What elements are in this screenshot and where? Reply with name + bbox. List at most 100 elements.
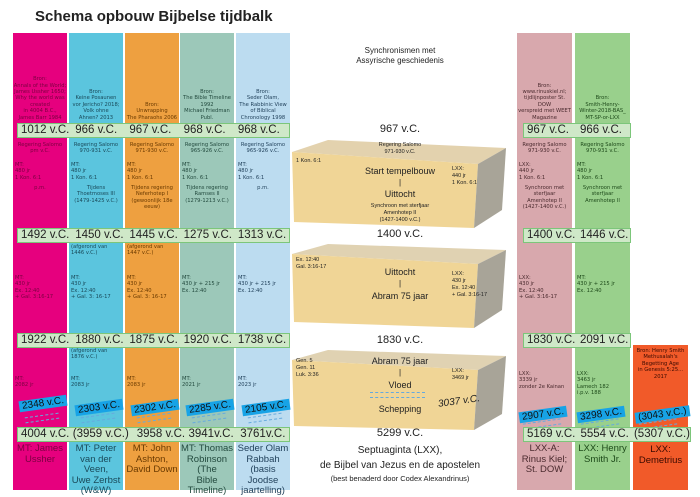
timeline-column: Bron: Seder Olam, The Rabbinic View of B… [236,33,290,496]
center-exodus-2: Uittocht [384,267,416,277]
date-value: 1920 v.C. [183,334,232,346]
caption-line-2: de Bijbel van Jezus en de apostelen [319,460,481,471]
center-start-temple: Start tempelbouw [364,166,436,176]
date-value: 1738 v.C. [237,334,287,346]
date-value: (3959 v.C.) [72,428,129,440]
source-label: LXX-A: Rinus Kiel; St. DOW [521,443,568,475]
period-note: Tijdens Thoetmoses III (1479-1425 v.C.) [74,185,118,204]
mt-years-text: MT: 2083 jr [71,376,90,389]
source-label: MT: Peter van der Veen, Uwe Zerbst (W&W) [71,443,121,496]
date-bar: 1922 v.C. 1880 v.C. 1875 v.C. 1920 v.C. 1738… [17,333,290,348]
stone-block-2 [292,244,506,328]
source-label: LXX: Henry Smith Jr. [578,443,627,465]
timeline-column: Bron: Annals of the World; James Ussher … [13,33,67,490]
source-label: MT: John Ashton, David Down [126,443,178,475]
center-date-1: 967 v.C. [379,123,421,135]
mt-430-text: MT: 430 jr Ex. 12:40 + Gal. 3: 16-17 [71,275,111,301]
mt-480-text: MT: 480 jr 1 Kon. 6:1 [577,162,604,181]
mt-480-text: MT: 480 jr 1 Kon. 6:1 [238,162,265,181]
timeline-column: Bron: The Bible Timeline 1992 Michael Fr… [180,33,234,496]
date-bar: 1400 v.C. 1446 v.C. [523,228,631,243]
period-note: Tijdens regering Neferhotep I (gewoonlij… [131,185,173,211]
center-heading: Synchronismen met Assyrische geschiedeni… [356,46,444,65]
reign-text: Regering Salomo 971-930 v.C. [522,142,567,155]
date-value: 1445 v.C. [129,229,178,241]
source-label: Seder Olam Rabbah (basis Joodse jaartell… [237,443,289,496]
mt-480-text: MT: 480 jr 1 Kon. 6:1 [71,162,98,181]
source-label: LXX: Demetrius [638,444,683,466]
period-note: Tijdens regering Ramses II (1279-1213 v.… [185,185,229,204]
mt-430-text: MT: 430 jr Ex. 12:40 + Gal. 3:16-17 [15,275,54,301]
date-value: 1875 v.C. [129,334,178,346]
center-date-3: 1830 v.C. [376,334,424,346]
center-abram-2: Abram 75 jaar [371,356,429,366]
date-value: 967 v.C. [527,124,569,136]
date-bar: 1012 v.C. 966 v.C. 967 v.C. 968 v.C. 968 v.C… [17,123,290,138]
date-value: 1400 v.C. [527,229,576,241]
date-bar: 1492 v.C. 1450 v.C. 1445 v.C. 1275 v.C. 1313… [17,228,290,243]
sync-note: Synchroon met sterfjaar Amenhotep II [582,185,623,204]
stone-blocks [292,140,506,430]
mt-years-text: MT: 2083 jr [127,376,146,389]
timeline-column: Bron: Unwrapping The Pharaohs 2006 Regeri… [125,33,179,490]
date-value: 1275 v.C. [183,229,232,241]
reign-text: Regering Salomo 965-926 v.C. [184,142,230,155]
source-label: MT: Thomas Robinson (The Bible Timeline) [180,443,234,496]
center-lxx-1: LXX: 440 jr 1 Kon. 6:1 [452,166,478,186]
reign-text: Regering Salomo 970-931 v.C. [73,142,119,155]
page-title: Schema opbouw Bijbelse tijdbalk [35,8,273,25]
source-text: Bron: www.rinuskiel.nl; tijdlijnposter S… [518,82,571,121]
sync-note: Synchroon met sterfjaar Amenhotep II (14… [522,185,567,211]
date-value: 966 v.C. [580,124,622,136]
source-label: MT: James Ussher [17,443,63,465]
mt-430-text: MT: 430 jr Ex. 12:40 + Gal. 3: 16-17 [127,275,167,301]
date-bar: 967 v.C. 966 v.C. [523,123,631,138]
source-text: Bron: Unwrapping The Pharaohs 2006 [126,101,178,121]
mt-years-text: MT: 2023 jr [238,376,257,389]
reign-text: Regering Salomo 970-931 v.C. [580,142,625,155]
center-exodus: Uittocht [384,189,416,199]
mt-years-text: LXX: 3463 jr Lamech 182 i.p.v. 188 [577,371,610,397]
date-value: 3958 v.C. [136,428,186,440]
flood-waves-icon [370,392,425,398]
center-date-2: 1400 v.C. [376,228,424,240]
center-date-4: 5299 v.C. [376,427,424,439]
date-value: 4004 v.C. [21,428,70,440]
center-ref-2: Ex. 12:40 Gal. 3:16-17 [296,257,327,270]
source-text: Bron: The Bible Timeline 1992 Michael Fr… [183,88,231,121]
date-value: 3761v.C. [240,428,286,440]
date-value: 5554 v.C. [580,428,629,440]
center-ref-1: 1 Kon. 6:1 [296,158,322,164]
mt-480-text: MT: 480 jr 1 Kon. 6:1 [15,162,42,181]
date-value: 1830 v.C. [527,334,576,346]
period-note: p.m. [257,185,269,191]
mt-480-text: MT: 480 jr 1 Kon. 6:1 [127,162,154,181]
mt-430-text: MT: 430 jr + 215 jr Ex. 12:40 [577,275,615,294]
mt-480-text: MT: 480 jr 1 Kon. 6:1 [182,162,209,181]
center-lxx-2: LXX: 430 jr Ex. 12:40 + Gal. 3:16-17 [452,271,488,298]
mt-430-text: LXX: 430 jr Ex. 12:40 + Gal. 3:16-17 [519,275,558,301]
center-separator-3: | [398,368,402,377]
caption-line-1: Septuaginta (LXX), [357,445,443,456]
date-value: 2091 v.C. [580,334,629,346]
center-sync: Synchroon met sterfjaar Amenhotep II (14… [370,203,430,223]
date-value: 1446 v.C. [580,229,629,241]
center-creation: Schepping [378,404,422,414]
date-value: 1012 v.C. [21,124,70,136]
date-value: 968 v.C. [237,124,280,136]
center-separator: | [398,178,402,187]
date-value: 967 v.C. [129,124,172,136]
rounding-note-2: (afgerond van 1447 v.C.) [127,244,164,257]
date-bar: 1830 v.C. 2091 v.C. [523,333,631,348]
period-note: p.m. [34,185,46,191]
date-value: 1450 v.C. [75,229,124,241]
date-value: 1922 v.C. [21,334,70,346]
center-reign: Regering Salomo 971-930 v.C. [378,142,422,155]
mt-years-text: MT: 2082 jr [15,376,34,389]
mt-430-text: MT: 430 jr + 215 jr Ex. 12:40 [182,275,220,294]
source-text: Bron: Annals of the World; James Ussher … [13,76,67,121]
source-text: Bron: Smith-Henry- Winter-2018-BAS_ MT-S… [579,95,626,121]
rounding-note-3: (afgerond van 1876 v.C.) [71,348,108,361]
date-value: 1492 v.C. [21,229,70,241]
center-separator-2: | [398,279,402,288]
